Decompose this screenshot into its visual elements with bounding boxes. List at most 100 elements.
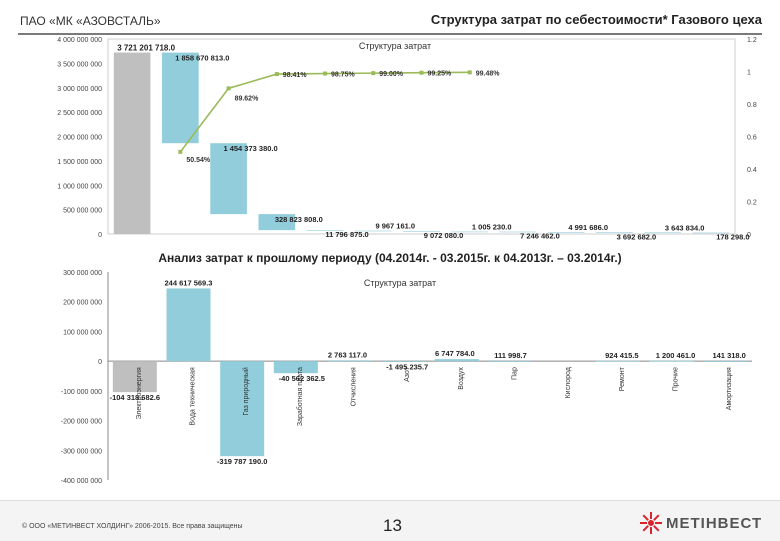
component-bar-label: 9 072 080.0 xyxy=(424,231,464,240)
cumulative-label: 50.54% xyxy=(186,157,211,164)
variance-value-label: 1 200 461.0 xyxy=(656,351,696,360)
component-bar xyxy=(354,230,392,232)
cumulative-label: 99.00% xyxy=(379,71,404,78)
y2-tick-label: 0.6 xyxy=(747,135,757,142)
category-label: Кислород xyxy=(565,367,572,398)
component-bar xyxy=(499,231,537,233)
y-tick-label: 1 500 000 000 xyxy=(57,159,102,166)
variance-bar xyxy=(488,361,533,362)
y2-tick-label: 0.4 xyxy=(747,167,757,174)
page-title: Структура затрат по себестоимости* Газов… xyxy=(430,12,762,27)
component-bar-label: 11 796 875.0 xyxy=(325,230,368,239)
y2-tick-label: 1 xyxy=(747,70,751,77)
variance-value-label: -40 562 362.5 xyxy=(279,374,325,383)
cumulative-label: 89.62% xyxy=(235,95,260,102)
y2-tick-label: 0 xyxy=(747,232,751,239)
component-bar-label: 328 823 808.0 xyxy=(275,215,323,224)
category-label: Азот xyxy=(404,366,411,382)
cumulative-point xyxy=(323,71,328,76)
component-bar xyxy=(210,143,247,215)
category-label: Электроэнергия xyxy=(136,367,143,420)
cumulative-point xyxy=(226,86,231,91)
cost-structure-chart: 0 500 000 000 1 000 000 000 1 500 000 000 2 … xyxy=(57,37,757,242)
component-bar-label: 1 454 373 380.0 xyxy=(223,144,277,153)
chart-title: Структура затрат xyxy=(364,278,436,288)
cumulative-label: 98.41% xyxy=(283,72,308,79)
y-tick-label: -100 000 000 xyxy=(61,389,102,396)
component-bar xyxy=(306,230,344,231)
variance-value-label: 141 318.0 xyxy=(712,351,745,360)
variance-bar xyxy=(434,359,479,362)
y-tick-label: 3 500 000 000 xyxy=(57,61,102,68)
y-tick-label: 1 000 000 000 xyxy=(57,183,102,190)
variance-bar xyxy=(595,360,640,362)
y-tick-label: 3 000 000 000 xyxy=(57,86,102,93)
component-bar-label: 7 246 462.0 xyxy=(520,232,560,241)
y-tick-label: -200 000 000 xyxy=(61,419,102,426)
y-tick-label: -400 000 000 xyxy=(61,478,102,485)
component-bar-label: 178 298.0 xyxy=(716,233,749,242)
component-bar xyxy=(451,231,489,233)
category-label: Отчисления xyxy=(351,367,358,406)
y-tick-label: 0 xyxy=(98,232,102,239)
component-bar-label: 4 991 686.0 xyxy=(568,223,608,232)
component-bar xyxy=(162,52,199,144)
y-tick-label: 500 000 000 xyxy=(63,208,102,215)
variance-bar xyxy=(649,360,694,362)
component-bar xyxy=(692,232,730,234)
cumulative-label: 99.25% xyxy=(428,71,453,78)
total-bar xyxy=(113,52,151,234)
category-label: Прочие xyxy=(673,367,680,391)
cumulative-point xyxy=(274,72,279,77)
cumulative-label: 98.75% xyxy=(331,72,356,79)
variance-bar xyxy=(703,361,748,362)
component-bar xyxy=(596,232,633,233)
cumulative-point xyxy=(467,70,472,75)
category-label: Газ природный xyxy=(242,367,250,416)
y-tick-label: 2 500 000 000 xyxy=(57,110,102,117)
cumulative-point xyxy=(419,70,424,75)
component-bar-label: 1 858 670 813.0 xyxy=(175,54,229,63)
y-tick-label: 0 xyxy=(98,359,102,366)
company-name: ПАО «МК «АЗОВСТАЛЬ» xyxy=(20,14,161,28)
y2-tick-label: 1.2 xyxy=(747,37,757,44)
variance-value-label: -319 787 190.0 xyxy=(217,457,267,466)
y-tick-label: 300 000 000 xyxy=(63,270,102,277)
component-bar xyxy=(547,232,585,233)
variance-chart: -400 000 000 -300 000 000 -200 000 000 -100… xyxy=(61,270,752,485)
chart-title: Структура затрат xyxy=(359,41,431,51)
variance-bar xyxy=(112,361,157,393)
variance-bar xyxy=(220,361,265,457)
metinvest-logo: МЕТІНВЕСТ xyxy=(640,512,762,534)
variance-bar xyxy=(273,361,318,374)
component-bar-label: 9 967 161.0 xyxy=(375,222,415,231)
variance-value-label: 6 747 784.0 xyxy=(435,349,475,358)
category-label: Ремонт xyxy=(619,366,626,391)
component-bar-label: 3 692 682.0 xyxy=(617,232,657,241)
component-bar-label: 1 005 230.0 xyxy=(472,223,512,232)
component-bar-label: 3 643 834.0 xyxy=(665,223,705,232)
component-bar xyxy=(403,231,440,232)
y-tick-label: 200 000 000 xyxy=(63,300,102,307)
copyright-text: © ООО «МЕТИНВЕСТ ХОЛДИНГ» 2006-2015. Все… xyxy=(22,523,243,530)
y2-tick-label: 0.2 xyxy=(747,200,757,207)
y-tick-label: 100 000 000 xyxy=(63,329,102,336)
category-label: Амортизация xyxy=(726,367,733,410)
variance-bar xyxy=(166,288,211,362)
variance-bar xyxy=(381,361,426,362)
logo-star-icon xyxy=(640,512,662,534)
component-bar xyxy=(644,232,681,234)
y-tick-label: 2 000 000 000 xyxy=(57,135,102,142)
category-label: Вода техническая xyxy=(190,367,197,426)
component-bar xyxy=(258,214,296,231)
cumulative-point xyxy=(178,149,183,154)
variance-value-label: -104 318 682.6 xyxy=(110,393,160,402)
variance-value-label: 244 617 569.3 xyxy=(165,278,213,287)
total-bar-label: 3 721 201 718.0 xyxy=(117,44,175,53)
logo-text: МЕТІНВЕСТ xyxy=(666,514,763,532)
category-label: Пар xyxy=(512,367,519,380)
variance-value-label: 2 763 117.0 xyxy=(328,350,367,359)
section-title: Анализ затрат к прошлому периоду (04.201… xyxy=(158,251,622,265)
cumulative-point xyxy=(371,71,376,76)
y-tick-label: 4 000 000 000 xyxy=(57,37,102,44)
